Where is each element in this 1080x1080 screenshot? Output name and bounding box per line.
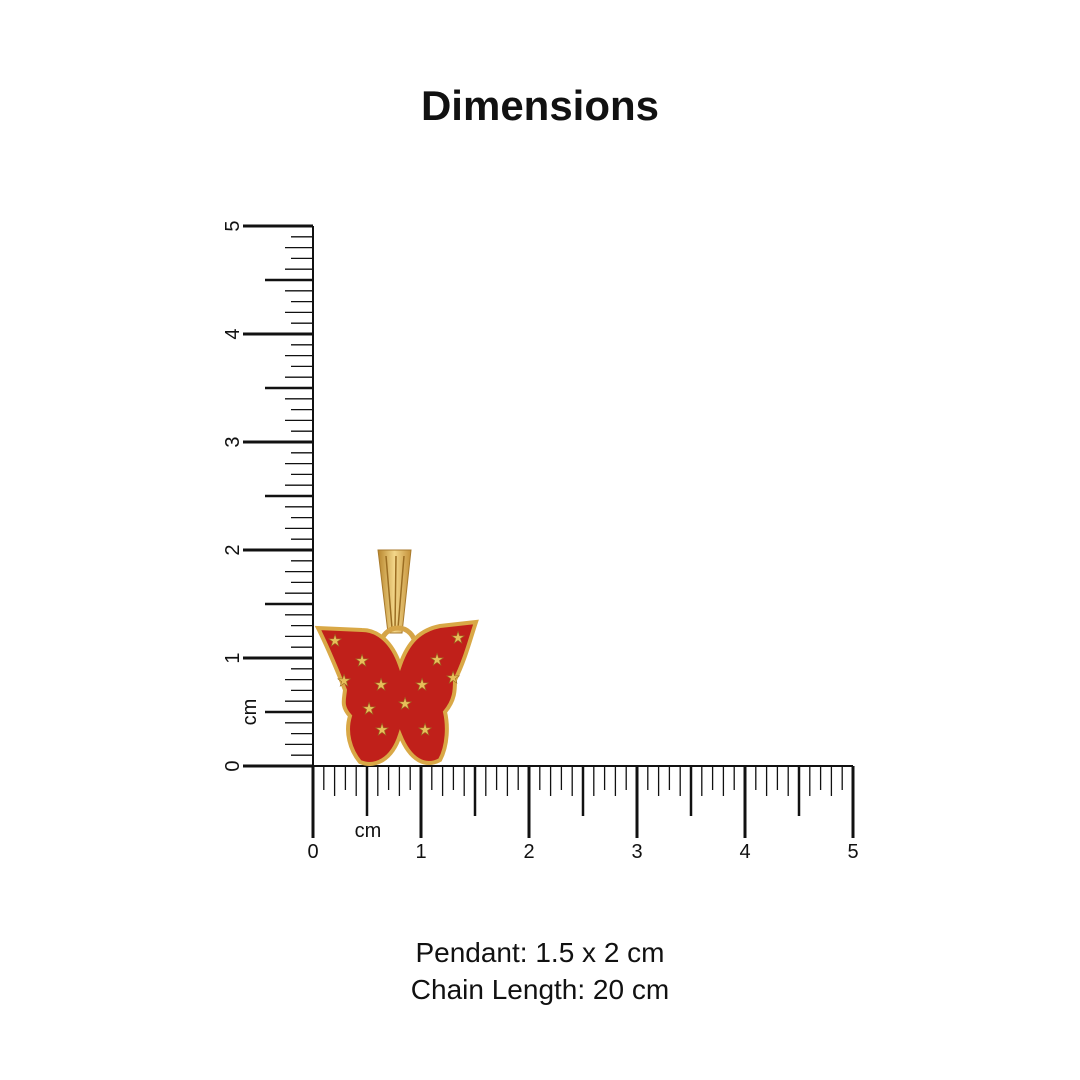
star-icon: ★ [362,701,376,718]
vertical-unit-label: cm [239,699,261,726]
horizontal-ruler: 0 1 2 3 4 5 [307,765,859,863]
star-icon: ★ [446,670,460,687]
vertical-ruler: 0 1 2 3 4 5 [222,220,314,772]
horizontal-tick-label: 2 [523,841,534,863]
star-icon: ★ [328,633,342,650]
dimension-caption: Pendant: 1.5 x 2 cm Chain Length: 20 cm [0,934,1080,1008]
star-icon: ★ [430,652,444,669]
vertical-tick-label: 5 [222,220,244,231]
star-icon: ★ [374,677,388,694]
vertical-tick-label: 3 [222,436,244,447]
vertical-tick-label: 1 [222,652,244,663]
star-icon: ★ [375,722,389,739]
vertical-tick-label: 2 [222,544,244,555]
vertical-tick-label: 0 [222,760,244,771]
horizontal-tick-label: 0 [307,841,318,863]
star-icon: ★ [418,722,432,739]
vertical-tick-label: 4 [222,328,244,339]
star-icon: ★ [337,673,351,690]
horizontal-tick-label: 1 [415,841,426,863]
star-icon: ★ [355,653,369,670]
horizontal-tick-label: 4 [739,841,750,863]
star-icon: ★ [415,677,429,694]
butterfly-pendant: ★★★ ★★ ★★★★ ★★★ [314,549,479,766]
pendant-size: Pendant: 1.5 x 2 cm [415,937,665,968]
star-icon: ★ [451,630,465,647]
chain-length: Chain Length: 20 cm [410,974,670,1005]
butterfly-wings [314,619,479,766]
horizontal-tick-label: 5 [847,841,858,863]
page-title: Dimensions [420,82,660,129]
horizontal-unit-label: cm [355,820,382,842]
star-icon: ★ [398,696,412,713]
horizontal-tick-label: 3 [631,841,642,863]
